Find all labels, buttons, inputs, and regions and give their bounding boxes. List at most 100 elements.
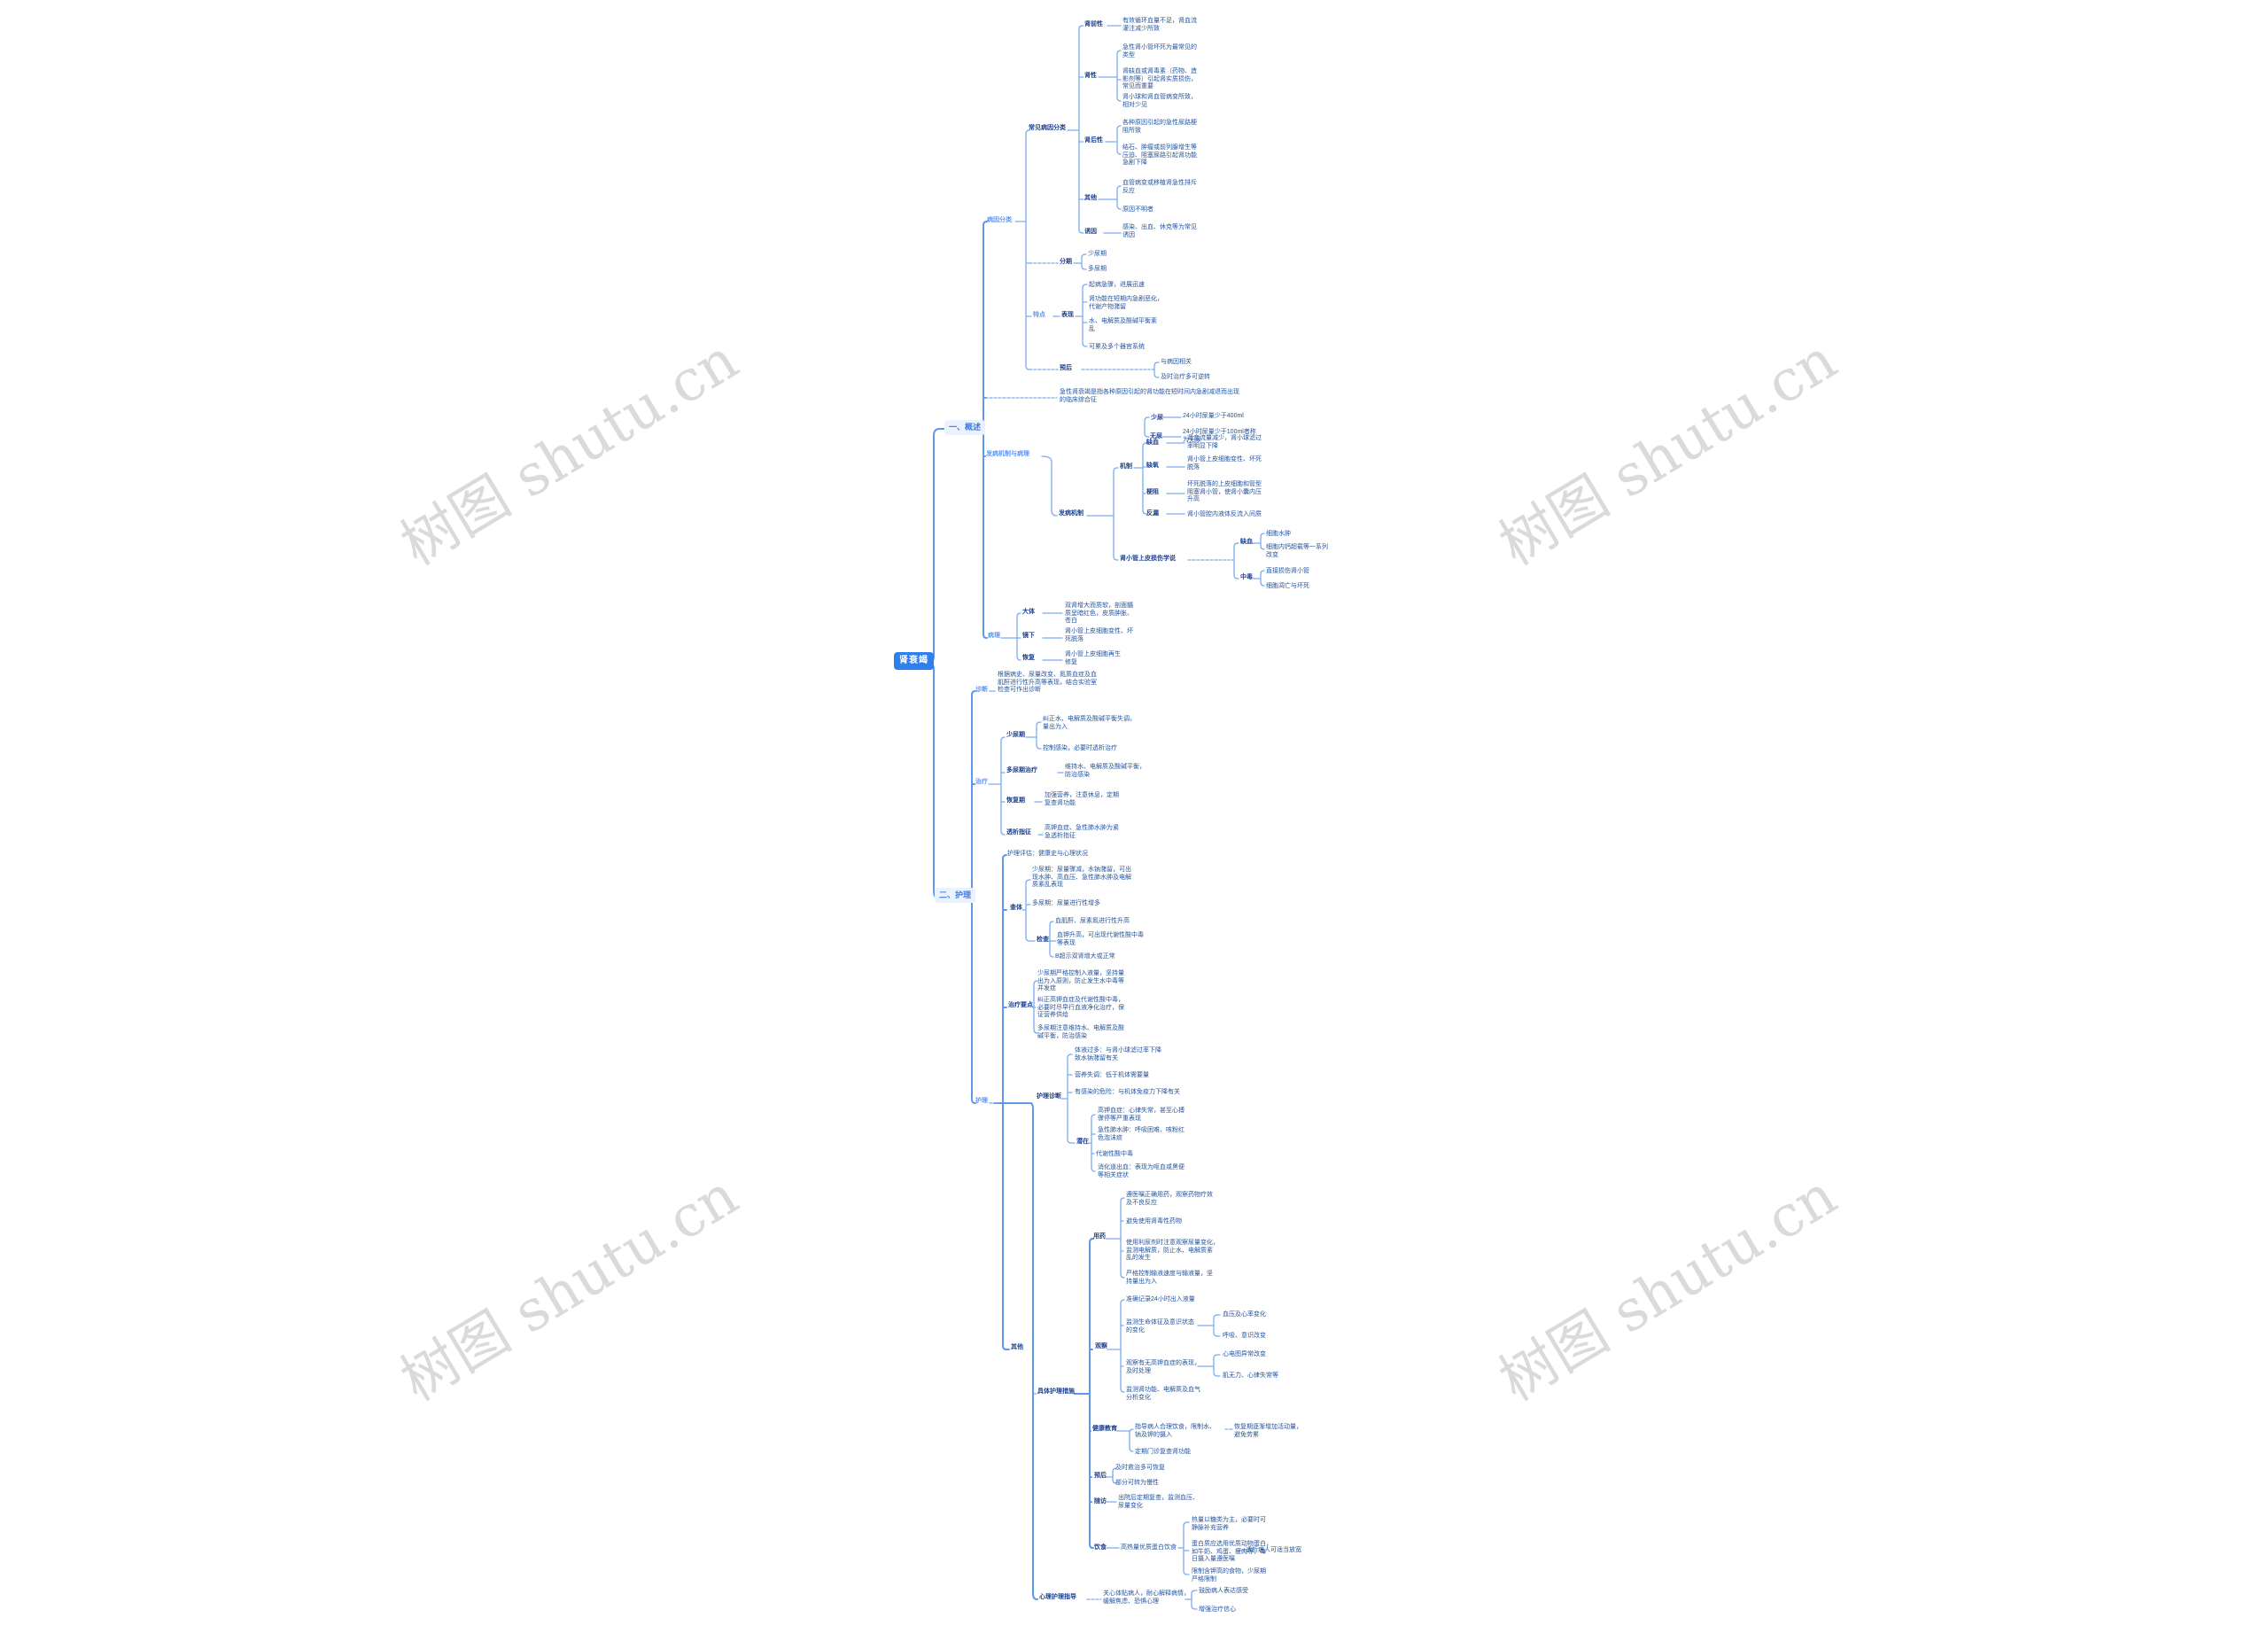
- sub-label[interactable]: 无尿: [1150, 433, 1162, 439]
- leaf-text[interactable]: 消化道出血：表现为呕血或黑便 等相关症状: [1098, 1164, 1184, 1178]
- sub-label[interactable]: 肾小管上皮损伤学说: [1120, 556, 1176, 562]
- leaf-text[interactable]: 少尿期：尿量骤减，水钠潴留，可出 现水肿、高血压、急性肺水肿及电解 质紊乱表现: [1032, 867, 1131, 888]
- sub-label[interactable]: 心理护理指导: [1039, 1594, 1076, 1600]
- leaf-text[interactable]: 原因不明者: [1122, 206, 1153, 213]
- leaf-text[interactable]: 急性肾小管坏死为最常见的 类型: [1122, 44, 1197, 58]
- leaf-text[interactable]: 心电图异常改变: [1223, 1351, 1266, 1357]
- leaf-text[interactable]: 出院后定期复查，监测血压、 尿量变化: [1118, 1495, 1199, 1509]
- leaf-text[interactable]: 血压及心率变化: [1223, 1311, 1266, 1318]
- leaf-text[interactable]: 急性肾衰竭是指各种原因引起的肾功能在短时间内急剧减退而出现 的临床综合征: [1060, 389, 1239, 403]
- leaf-text[interactable]: 各种原因引起的急性尿路梗 阻所致: [1122, 120, 1197, 134]
- leaf-text[interactable]: 少尿期: [1088, 251, 1107, 257]
- sub-label[interactable]: 其他: [1084, 195, 1097, 201]
- sub-label[interactable]: 透析指征: [1006, 829, 1031, 836]
- leaf-text[interactable]: 严格控制输液速度与输液量，坚 持量出为入: [1126, 1271, 1213, 1285]
- leaf-text[interactable]: 起病急骤，进展迅速: [1089, 282, 1145, 288]
- leaf-text[interactable]: 有效循环血量不足，肾血流 灌注减少所致: [1122, 18, 1197, 32]
- sub-label[interactable]: 其他: [1011, 1344, 1023, 1350]
- leaf-text[interactable]: 少尿期严格控制入液量，坚持量 出为入原则，防止发生水中毒等 并发症: [1037, 970, 1124, 991]
- leaf-text[interactable]: 高热量优质蛋白饮食: [1121, 1544, 1177, 1551]
- leaf-text[interactable]: 有感染的危险：与机体免疫力下降有关: [1075, 1089, 1180, 1095]
- leaf-text[interactable]: 多尿期注意维持水、电解质及酸 碱平衡，防治感染: [1037, 1025, 1124, 1039]
- leaf-text[interactable]: 增强治疗信心: [1199, 1606, 1236, 1613]
- leaf-text[interactable]: 透析病人可适当放宽: [1246, 1547, 1301, 1553]
- level1-node[interactable]: 二、护理: [935, 888, 976, 903]
- leaf-text[interactable]: 维持水、电解质及酸碱平衡， 防治感染: [1065, 764, 1146, 778]
- branch-label[interactable]: 病理: [988, 633, 1000, 639]
- leaf-text[interactable]: 24小时尿量少于400ml: [1183, 413, 1244, 419]
- leaf-text[interactable]: 直接损伤肾小管: [1266, 568, 1309, 574]
- leaf-text[interactable]: 监测肾功能、电解质及血气 分析变化: [1126, 1387, 1200, 1401]
- sub-label[interactable]: 反漏: [1146, 510, 1159, 517]
- sub-label[interactable]: 大体: [1022, 609, 1035, 615]
- leaf-text[interactable]: 遵医嘱正确用药，观察药物疗效 及不良反应: [1126, 1192, 1213, 1206]
- leaf-text[interactable]: 呼吸、意识改变: [1223, 1333, 1266, 1339]
- branch-label[interactable]: 治疗: [975, 779, 988, 785]
- leaf-text[interactable]: 关心体贴病人，耐心解释病情， 缓解焦虑、恐惧心理: [1103, 1590, 1190, 1605]
- leaf-text[interactable]: 避免使用肾毒性药物: [1126, 1218, 1182, 1225]
- leaf-text[interactable]: 肾小管腔内液体反流入间质: [1187, 511, 1262, 517]
- leaf-text[interactable]: 肌无力、心律失常等: [1223, 1372, 1278, 1379]
- leaf-text[interactable]: 恢复期逐渐增加活动量， 避免劳累: [1234, 1424, 1302, 1438]
- sub-label[interactable]: 肾后性: [1084, 137, 1103, 144]
- leaf-text[interactable]: 感染、出血、休克等为常见 诱因: [1122, 224, 1197, 238]
- leaf-text[interactable]: 使用利尿剂时注意观察尿量变化， 监测电解质，防止水、电解质紊 乱的发生: [1126, 1240, 1219, 1261]
- branch-label[interactable]: 诊断: [975, 687, 988, 693]
- leaf-text[interactable]: 急性肺水肿：呼吸困难、咳粉红 色泡沫痰: [1098, 1127, 1184, 1141]
- sub-label[interactable]: 具体护理措施: [1037, 1388, 1075, 1395]
- leaf-text[interactable]: 限制含钾高的食物，少尿期 严格限制: [1192, 1568, 1266, 1582]
- sub-label[interactable]: 治疗要点: [1008, 1002, 1033, 1008]
- sub-label[interactable]: 检查: [1037, 937, 1049, 943]
- leaf-text[interactable]: 肾血流量减少，肾小球滤过 率明显下降: [1187, 435, 1262, 449]
- leaf-text[interactable]: 肾小球和肾血管病变所致， 相对少见: [1122, 94, 1197, 108]
- leaf-text[interactable]: 体液过多：与肾小球滤过率下降 致水钠潴留有关: [1075, 1047, 1161, 1061]
- leaf-text[interactable]: 营养失调：低于机体需要量: [1075, 1072, 1149, 1078]
- branch-label[interactable]: 特点: [1033, 312, 1045, 318]
- sub-label[interactable]: 分期: [1060, 259, 1072, 265]
- leaf-text[interactable]: 鼓励病人表达感受: [1199, 1588, 1248, 1594]
- sub-label[interactable]: 少尿期: [1006, 732, 1025, 738]
- sub-label[interactable]: 肾性: [1084, 73, 1097, 79]
- sub-label[interactable]: 潜在: [1076, 1139, 1089, 1145]
- leaf-text[interactable]: 多尿期：尿量进行性增多: [1032, 900, 1100, 906]
- leaf-text[interactable]: B超示双肾增大或正常: [1055, 953, 1115, 960]
- sub-label[interactable]: 常见病因分类: [1029, 125, 1066, 131]
- leaf-text[interactable]: 准确记录24小时出入液量: [1126, 1296, 1195, 1303]
- leaf-text[interactable]: 肾缺血或肾毒素（药物、造 影剂等）引起肾实质损伤， 常见而重要: [1122, 68, 1197, 89]
- sub-label[interactable]: 镜下: [1022, 633, 1035, 639]
- sub-label[interactable]: 恢复: [1022, 655, 1035, 661]
- leaf-text[interactable]: 护理评估：健康史与心理状况: [1007, 851, 1088, 857]
- leaf-text[interactable]: 血肌酐、尿素氮进行性升高: [1055, 918, 1130, 924]
- leaf-text[interactable]: 肾小管上皮细胞再生 修复: [1065, 651, 1121, 665]
- leaf-text[interactable]: 加强营养，注意休息，定期 复查肾功能: [1045, 792, 1119, 806]
- sub-label[interactable]: 随访: [1094, 1498, 1107, 1505]
- leaf-text[interactable]: 高钾血症、急性肺水肿为紧 急透析指征: [1045, 825, 1119, 839]
- sub-label[interactable]: 机制: [1120, 463, 1132, 470]
- leaf-text[interactable]: 肾功能在短期内急剧恶化， 代谢产物潴留: [1089, 296, 1163, 310]
- leaf-text[interactable]: 双肾增大而质软，剖面髓 质呈暗红色，皮质肿胀、 苍白: [1065, 603, 1133, 624]
- sub-label[interactable]: 饮食: [1094, 1544, 1107, 1551]
- leaf-text[interactable]: 监测生命体征及意识状态 的变化: [1126, 1319, 1194, 1334]
- leaf-text[interactable]: 及时救治多可恢复: [1115, 1465, 1165, 1471]
- leaf-text[interactable]: 水、电解质及酸碱平衡紊 乱: [1089, 318, 1157, 332]
- leaf-text[interactable]: 定期门诊复查肾功能: [1135, 1449, 1191, 1455]
- sub-label[interactable]: 护理诊断: [1037, 1093, 1061, 1100]
- sub-label[interactable]: 查体: [1010, 905, 1022, 911]
- sub-label[interactable]: 缺血: [1146, 439, 1159, 446]
- sub-label[interactable]: 健康教育: [1092, 1426, 1117, 1432]
- leaf-text[interactable]: 细胞水肿: [1266, 531, 1291, 537]
- leaf-text[interactable]: 与病因相关: [1161, 359, 1192, 365]
- branch-label[interactable]: 护理: [975, 1098, 988, 1104]
- sub-label[interactable]: 多尿期治疗: [1006, 767, 1037, 774]
- leaf-text[interactable]: 坏死脱落的上皮细胞和管型 阻塞肾小管，使肾小囊内压 升高: [1187, 481, 1262, 502]
- sub-label[interactable]: 梗阻: [1146, 489, 1159, 495]
- leaf-text[interactable]: 血钾升高，可出现代谢性酸中毒 等表现: [1057, 932, 1144, 946]
- sub-label[interactable]: 预后: [1060, 365, 1072, 371]
- leaf-text[interactable]: 热量以糖类为主，必要时可 静脉补充营养: [1192, 1517, 1266, 1531]
- leaf-text[interactable]: 细胞内钙超载等一系列 改变: [1266, 544, 1328, 558]
- branch-label[interactable]: 发病机制与病理: [986, 451, 1029, 457]
- leaf-text[interactable]: 纠正水、电解质及酸碱平衡失调， 量出为入: [1043, 716, 1136, 730]
- leaf-text[interactable]: 肾小管上皮细胞变性、坏 死脱落: [1065, 628, 1133, 642]
- sub-label[interactable]: 用药: [1093, 1233, 1106, 1240]
- branch-label[interactable]: 病因分类: [987, 217, 1012, 223]
